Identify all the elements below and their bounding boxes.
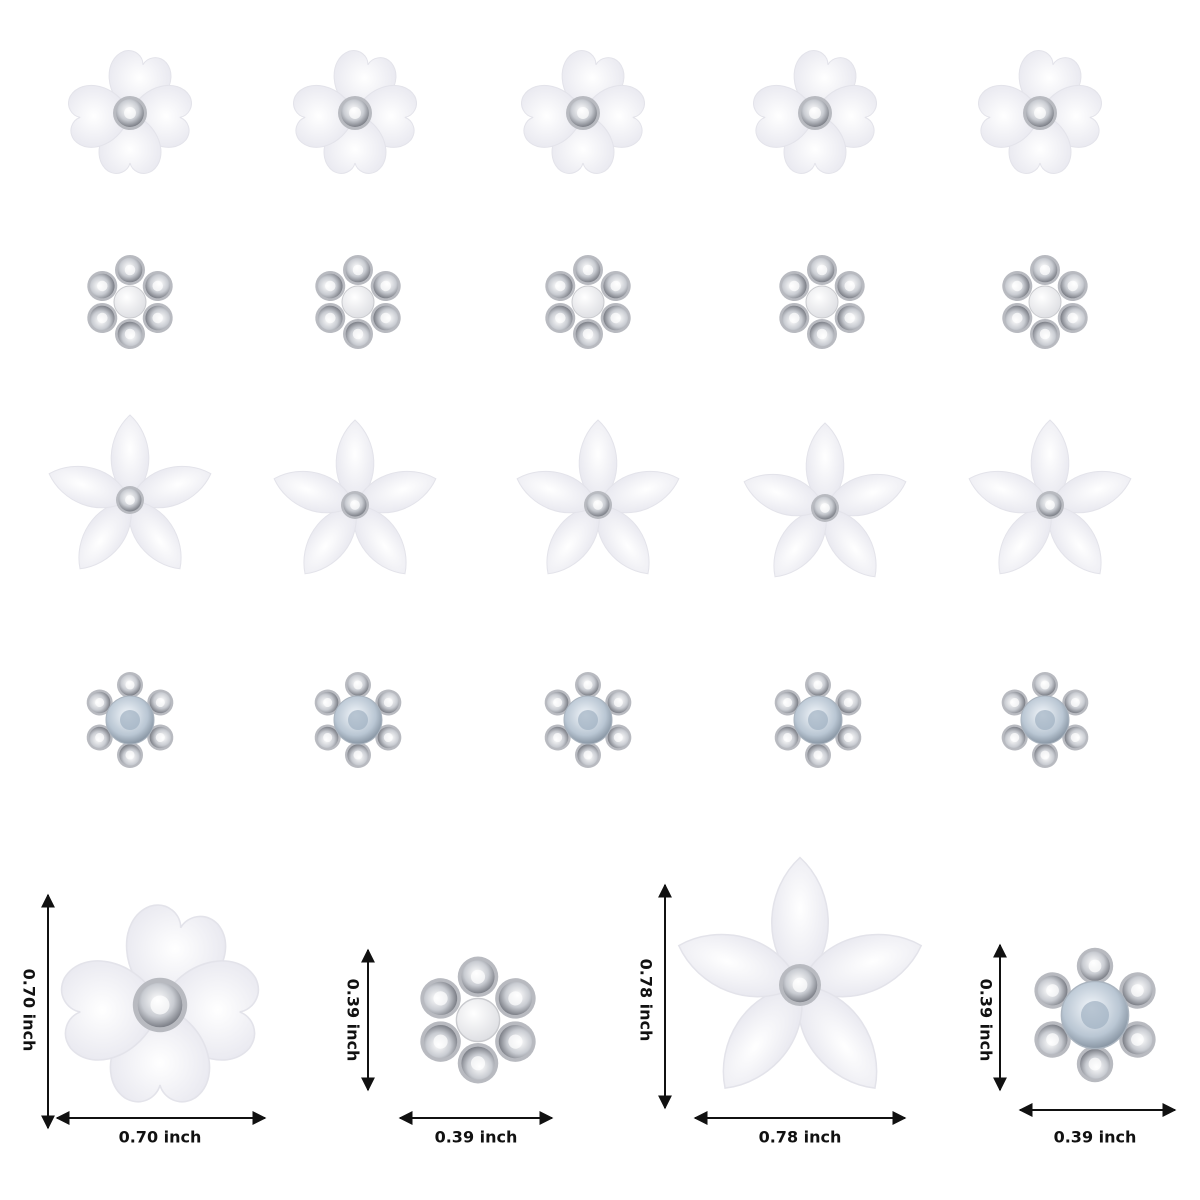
- width-label: 0.78 inch: [759, 1128, 842, 1147]
- detail-row: [59, 858, 1162, 1105]
- height-label: 0.39 inch: [344, 979, 363, 1062]
- height-label: 0.78 inch: [637, 959, 656, 1042]
- dimension-markers: 0.70 inch 0.70 inch 0.39 inch 0.39 inch …: [20, 883, 1177, 1147]
- flower-grid: [43, 47, 1136, 768]
- width-label: 0.39 inch: [1054, 1128, 1137, 1147]
- height-label: 0.39 inch: [977, 979, 996, 1062]
- width-label: 0.39 inch: [435, 1128, 518, 1147]
- height-label: 0.70 inch: [20, 969, 39, 1052]
- width-label: 0.70 inch: [119, 1128, 202, 1147]
